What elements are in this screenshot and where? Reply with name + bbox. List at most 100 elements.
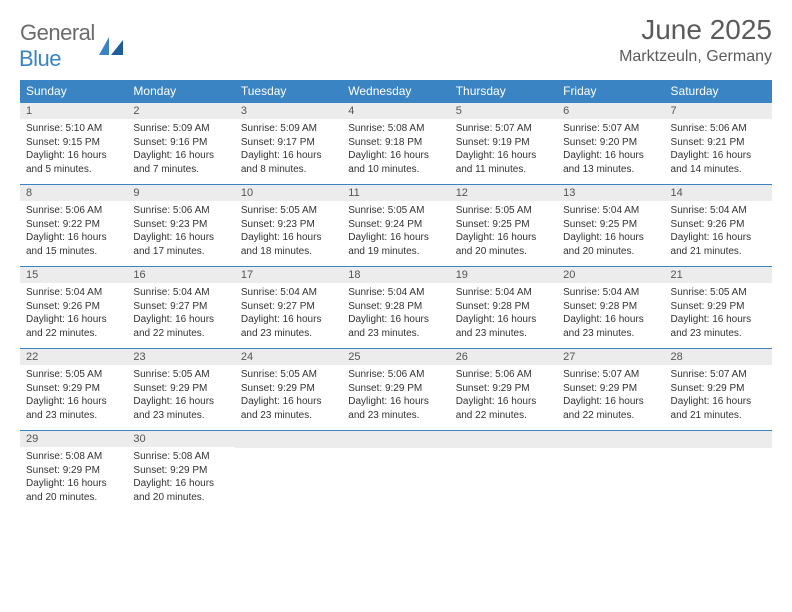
calendar-cell: 16Sunrise: 5:04 AMSunset: 9:27 PMDayligh… bbox=[127, 266, 234, 348]
day-number: 15 bbox=[20, 267, 127, 283]
weekday-header: Saturday bbox=[665, 80, 772, 102]
sunrise-line: Sunrise: 5:05 AM bbox=[671, 286, 766, 300]
sunrise-line: Sunrise: 5:05 AM bbox=[241, 204, 336, 218]
day-number: 24 bbox=[235, 349, 342, 365]
daylight-line: Daylight: 16 hours and 14 minutes. bbox=[671, 149, 766, 176]
daylight-line: Daylight: 16 hours and 23 minutes. bbox=[241, 395, 336, 422]
daylight-line: Daylight: 16 hours and 11 minutes. bbox=[456, 149, 551, 176]
sunrise-line: Sunrise: 5:08 AM bbox=[348, 122, 443, 136]
day-number: 23 bbox=[127, 349, 234, 365]
logo-text-general: General bbox=[20, 20, 95, 45]
day-number: 16 bbox=[127, 267, 234, 283]
calendar-cell: 18Sunrise: 5:04 AMSunset: 9:28 PMDayligh… bbox=[342, 266, 449, 348]
day-details: Sunrise: 5:04 AMSunset: 9:28 PMDaylight:… bbox=[557, 283, 664, 348]
day-number-empty bbox=[235, 431, 342, 448]
calendar-cell: 8Sunrise: 5:06 AMSunset: 9:22 PMDaylight… bbox=[20, 184, 127, 266]
logo-text-blue: Blue bbox=[19, 46, 61, 71]
day-number: 9 bbox=[127, 185, 234, 201]
day-details: Sunrise: 5:07 AMSunset: 9:19 PMDaylight:… bbox=[450, 119, 557, 184]
sunrise-line: Sunrise: 5:08 AM bbox=[133, 450, 228, 464]
sunrise-line: Sunrise: 5:06 AM bbox=[348, 368, 443, 382]
sunset-line: Sunset: 9:27 PM bbox=[133, 300, 228, 314]
daylight-line: Daylight: 16 hours and 17 minutes. bbox=[133, 231, 228, 258]
calendar-week-row: 15Sunrise: 5:04 AMSunset: 9:26 PMDayligh… bbox=[20, 266, 772, 348]
calendar-week-row: 22Sunrise: 5:05 AMSunset: 9:29 PMDayligh… bbox=[20, 348, 772, 430]
day-number: 27 bbox=[557, 349, 664, 365]
calendar-cell: 21Sunrise: 5:05 AMSunset: 9:29 PMDayligh… bbox=[665, 266, 772, 348]
daylight-line: Daylight: 16 hours and 22 minutes. bbox=[563, 395, 658, 422]
calendar-page: General Blue June 2025 Marktzeuln, Germa… bbox=[0, 0, 792, 612]
calendar-cell: 15Sunrise: 5:04 AMSunset: 9:26 PMDayligh… bbox=[20, 266, 127, 348]
daylight-line: Daylight: 16 hours and 23 minutes. bbox=[456, 313, 551, 340]
sunrise-line: Sunrise: 5:05 AM bbox=[241, 368, 336, 382]
daylight-line: Daylight: 16 hours and 23 minutes. bbox=[348, 395, 443, 422]
calendar-cell: 29 Sunrise: 5:08 AMSunset: 9:29 PMDayligh… bbox=[20, 430, 127, 512]
day-details: Sunrise: 5:04 AMSunset: 9:26 PMDaylight:… bbox=[20, 283, 127, 348]
sunrise-line: Sunrise: 5:07 AM bbox=[563, 368, 658, 382]
day-number: 11 bbox=[342, 185, 449, 201]
sunrise-line: Sunrise: 5:06 AM bbox=[456, 368, 551, 382]
calendar-cell: 7Sunrise: 5:06 AMSunset: 9:21 PMDaylight… bbox=[665, 102, 772, 184]
day-details: Sunrise: 5:08 AMSunset: 9:18 PMDaylight:… bbox=[342, 119, 449, 184]
day-number: 25 bbox=[342, 349, 449, 365]
daylight-line: Daylight: 16 hours and 23 minutes. bbox=[133, 395, 228, 422]
month-title: June 2025 bbox=[619, 14, 772, 46]
day-number: 13 bbox=[557, 185, 664, 201]
weekday-header: Thursday bbox=[450, 80, 557, 102]
daylight-line: Daylight: 16 hours and 22 minutes. bbox=[133, 313, 228, 340]
daylight-line: Daylight: 16 hours and 7 minutes. bbox=[133, 149, 228, 176]
daylight-line: Daylight: 16 hours and 15 minutes. bbox=[26, 231, 121, 258]
calendar-cell: 23Sunrise: 5:05 AMSunset: 9:29 PMDayligh… bbox=[127, 348, 234, 430]
sunrise-line: Sunrise: 5:06 AM bbox=[26, 204, 121, 218]
day-details-empty bbox=[342, 448, 449, 508]
day-details: Sunrise: 5:04 AMSunset: 9:26 PMDaylight:… bbox=[665, 201, 772, 266]
calendar-cell: 26Sunrise: 5:06 AMSunset: 9:29 PMDayligh… bbox=[450, 348, 557, 430]
sunset-line: Sunset: 9:29 PM bbox=[671, 300, 766, 314]
sunrise-line: Sunrise: 5:05 AM bbox=[26, 368, 121, 382]
calendar-cell-empty bbox=[450, 430, 557, 512]
sunrise-line: Sunrise: 5:05 AM bbox=[348, 204, 443, 218]
calendar-cell: 24 Sunrise: 5:05 AMSunset: 9:29 PMDayligh… bbox=[235, 348, 342, 430]
calendar-cell-empty bbox=[557, 430, 664, 512]
sunset-line: Sunset: 9:26 PM bbox=[671, 218, 766, 232]
sunset-line: Sunset: 9:29 PM bbox=[563, 382, 658, 396]
day-details-empty bbox=[450, 448, 557, 508]
calendar-cell: 20Sunrise: 5:04 AMSunset: 9:28 PMDayligh… bbox=[557, 266, 664, 348]
calendar-cell: 30Sunrise: 5:08 AMSunset: 9:29 PMDayligh… bbox=[127, 430, 234, 512]
daylight-line: Daylight: 16 hours and 20 minutes. bbox=[563, 231, 658, 258]
day-details: Sunrise: 5:05 AMSunset: 9:25 PMDaylight:… bbox=[450, 201, 557, 266]
daylight-line: Daylight: 16 hours and 20 minutes. bbox=[26, 477, 121, 504]
sunrise-line: Sunrise: 5:07 AM bbox=[563, 122, 658, 136]
sunset-line: Sunset: 9:16 PM bbox=[133, 136, 228, 150]
day-details: Sunrise: 5:08 AMSunset: 9:29 PMDaylight:… bbox=[127, 447, 234, 512]
day-number: 6 bbox=[557, 103, 664, 119]
sunset-line: Sunset: 9:21 PM bbox=[671, 136, 766, 150]
day-number-empty bbox=[450, 431, 557, 448]
day-number: 7 bbox=[665, 103, 772, 119]
sunrise-line: Sunrise: 5:08 AM bbox=[26, 450, 121, 464]
calendar-cell: 22Sunrise: 5:05 AMSunset: 9:29 PMDayligh… bbox=[20, 348, 127, 430]
calendar-cell: 28Sunrise: 5:07 AMSunset: 9:29 PMDayligh… bbox=[665, 348, 772, 430]
day-number: 28 bbox=[665, 349, 772, 365]
top-bar: General Blue June 2025 Marktzeuln, Germa… bbox=[20, 14, 772, 72]
day-details: Sunrise: 5:04 AMSunset: 9:27 PMDaylight:… bbox=[235, 283, 342, 348]
sunset-line: Sunset: 9:29 PM bbox=[241, 382, 336, 396]
sunset-line: Sunset: 9:25 PM bbox=[563, 218, 658, 232]
day-details: Sunrise: 5:05 AMSunset: 9:29 PMDaylight:… bbox=[20, 365, 127, 430]
day-number: 20 bbox=[557, 267, 664, 283]
day-details: Sunrise: 5:10 AMSunset: 9:15 PMDaylight:… bbox=[20, 119, 127, 184]
day-details: Sunrise: 5:05 AMSunset: 9:23 PMDaylight:… bbox=[235, 201, 342, 266]
sunset-line: Sunset: 9:28 PM bbox=[348, 300, 443, 314]
day-number: 10 bbox=[235, 185, 342, 201]
day-number: 8 bbox=[20, 185, 127, 201]
sunset-line: Sunset: 9:29 PM bbox=[26, 464, 121, 478]
sunrise-line: Sunrise: 5:04 AM bbox=[241, 286, 336, 300]
daylight-line: Daylight: 16 hours and 23 minutes. bbox=[563, 313, 658, 340]
day-number: 17 bbox=[235, 267, 342, 283]
sunset-line: Sunset: 9:15 PM bbox=[26, 136, 121, 150]
day-number: 29 bbox=[20, 431, 127, 447]
day-number: 22 bbox=[20, 349, 127, 365]
weekday-header-row: Sunday Monday Tuesday Wednesday Thursday… bbox=[20, 80, 772, 102]
calendar-cell: 2Sunrise: 5:09 AMSunset: 9:16 PMDaylight… bbox=[127, 102, 234, 184]
weekday-header: Sunday bbox=[20, 80, 127, 102]
